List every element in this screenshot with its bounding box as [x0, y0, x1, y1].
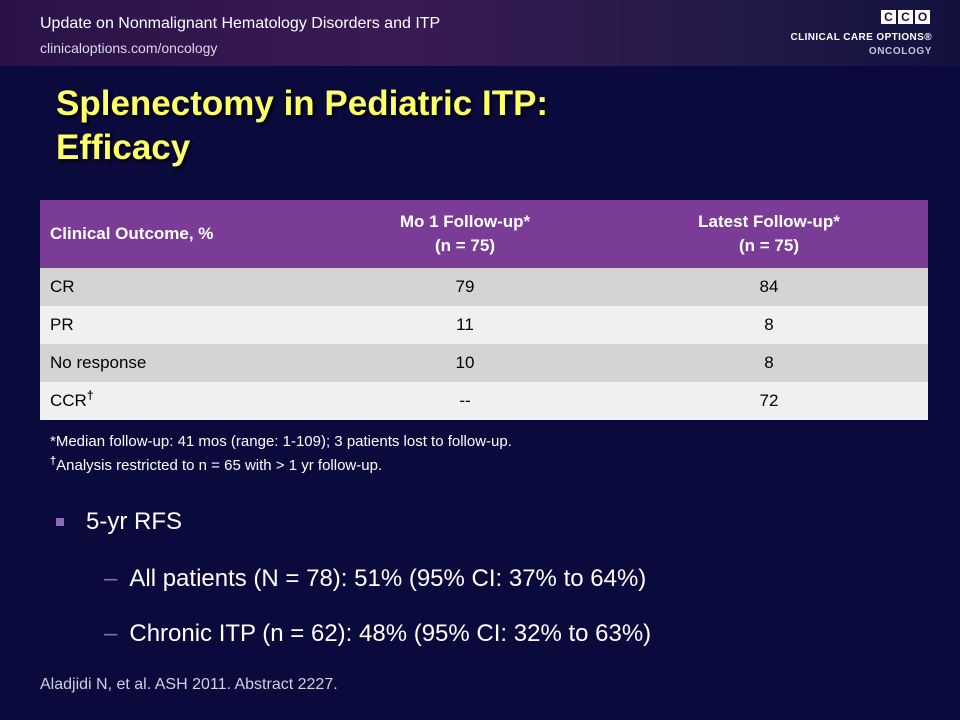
slide-title-line1: Splenectomy in Pediatric ITP:: [56, 84, 549, 123]
slide-title: Splenectomy in Pediatric ITP: Efficacy: [56, 82, 916, 170]
logo-mark: C C O: [881, 10, 930, 24]
logo-letter-o: O: [915, 10, 930, 24]
header-url: clinicaloptions.com/oncology: [40, 40, 218, 56]
header-cell-latest: Latest Follow-up* (n = 75): [610, 200, 928, 268]
table-row: CR 79 84: [40, 268, 928, 306]
sub-bullet-chronic-itp: – Chronic ITP (n = 62): 48% (95% CI: 32% …: [104, 620, 651, 648]
table-row: No response 10 8: [40, 344, 928, 382]
bullet-rfs: 5-yr RFS: [56, 508, 182, 536]
cell-mo1: --: [320, 382, 610, 420]
cell-mo1: 11: [320, 306, 610, 344]
square-bullet-icon: [56, 518, 64, 526]
dash-bullet-icon: –: [104, 565, 118, 592]
footnote-dagger-mark: †: [50, 455, 57, 467]
cell-mo1: 79: [320, 268, 610, 306]
cell-latest: 8: [610, 306, 928, 344]
sub-bullet-text: Chronic ITP (n = 62): 48% (95% CI: 32% t…: [129, 620, 652, 647]
table-row: CCR† -- 72: [40, 382, 928, 420]
logo-wordmark: CLINICAL CARE OPTIONS®: [790, 32, 932, 43]
cell-latest: 72: [610, 382, 928, 420]
cell-outcome: CCR†: [40, 382, 320, 420]
logo-letter-c1: C: [881, 10, 896, 24]
dash-bullet-icon: –: [104, 620, 118, 647]
header-title: Update on Nonmalignant Hematology Disord…: [40, 15, 441, 32]
footnote-analysis-text: Analysis restricted to n = 65 with > 1 y…: [56, 457, 383, 474]
header-cell-mo1: Mo 1 Follow-up* (n = 75): [320, 200, 610, 268]
sub-bullet-all-patients: – All patients (N = 78): 51% (95% CI: 37%…: [104, 565, 646, 593]
footnote-followup: *Median follow-up: 41 mos (range: 1-109)…: [50, 433, 512, 450]
footnote-analysis: †Analysis restricted to n = 65 with > 1 …: [50, 455, 383, 475]
cco-logo: C C O CLINICAL CARE OPTIONS® ONCOLOGY: [790, 8, 940, 60]
header-cell-outcome: Clinical Outcome, %: [40, 200, 320, 268]
cell-outcome-text: CCR: [50, 391, 87, 410]
logo-letter-c2: C: [898, 10, 913, 24]
outcome-table: Clinical Outcome, % Mo 1 Follow-up* (n =…: [40, 200, 928, 420]
cell-outcome: PR: [40, 306, 320, 344]
citation: Aladjidi N, et al. ASH 2011. Abstract 22…: [40, 676, 338, 693]
cell-mo1: 10: [320, 344, 610, 382]
bullet-rfs-text: 5-yr RFS: [86, 508, 182, 535]
logo-subtitle: ONCOLOGY: [868, 46, 932, 57]
table-row: PR 11 8: [40, 306, 928, 344]
sub-bullet-text: All patients (N = 78): 51% (95% CI: 37% …: [129, 565, 647, 592]
header-band: [0, 0, 960, 66]
slide-title-line2: Efficacy: [56, 128, 191, 167]
cell-outcome: CR: [40, 268, 320, 306]
cell-outcome: No response: [40, 344, 320, 382]
cell-latest: 8: [610, 344, 928, 382]
dagger-mark: †: [86, 388, 94, 403]
table-header-row: Clinical Outcome, % Mo 1 Follow-up* (n =…: [40, 200, 928, 268]
cell-latest: 84: [610, 268, 928, 306]
